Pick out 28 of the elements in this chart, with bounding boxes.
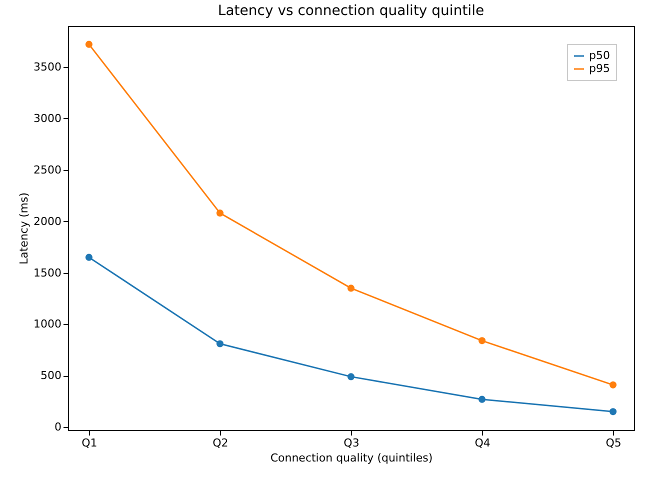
x-tick-label: Q2 [212,436,228,450]
y-tick-label: 3000 [34,112,62,125]
point [216,210,224,217]
x-tick-label: Q4 [474,436,490,450]
legend-label: p50 [589,49,610,62]
x-tick-label: Q1 [82,436,98,450]
y-tick-label: 1500 [34,266,62,280]
x-tick-label: Q3 [344,436,360,450]
y-tick-label: 2000 [34,214,62,228]
point [347,284,355,292]
y-axis-title: Latency (ms) [18,192,31,265]
point [347,373,355,380]
point [478,396,486,403]
chart-title: Latency vs connection quality quintile [218,3,484,19]
y-tick-label: 2500 [34,163,62,176]
y-tick-label: 0 [54,420,62,434]
point [216,340,224,348]
point [478,337,486,344]
x-axis-title: Connection quality (quintiles) [270,452,433,464]
legend-label: p95 [589,62,610,75]
point [610,381,617,388]
y-tick-label: 500 [40,369,62,382]
x-tick-label: Q5 [606,436,622,450]
point [85,40,92,48]
point [610,408,617,416]
point [85,254,92,261]
y-tick-label: 3500 [34,60,62,74]
y-tick-label: 1000 [34,318,62,331]
